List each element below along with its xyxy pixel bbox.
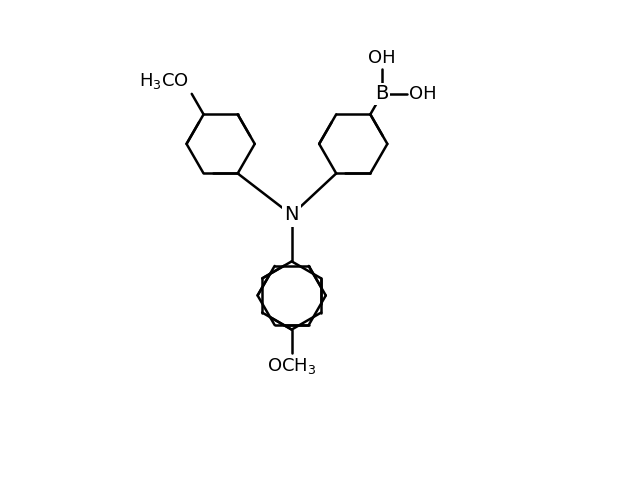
Text: H$_3$CO: H$_3$CO: [140, 71, 190, 92]
Text: OH: OH: [368, 49, 396, 67]
Text: N: N: [284, 205, 299, 225]
Text: OH: OH: [409, 85, 437, 103]
Text: B: B: [376, 84, 389, 103]
Text: OCH$_3$: OCH$_3$: [267, 356, 316, 375]
